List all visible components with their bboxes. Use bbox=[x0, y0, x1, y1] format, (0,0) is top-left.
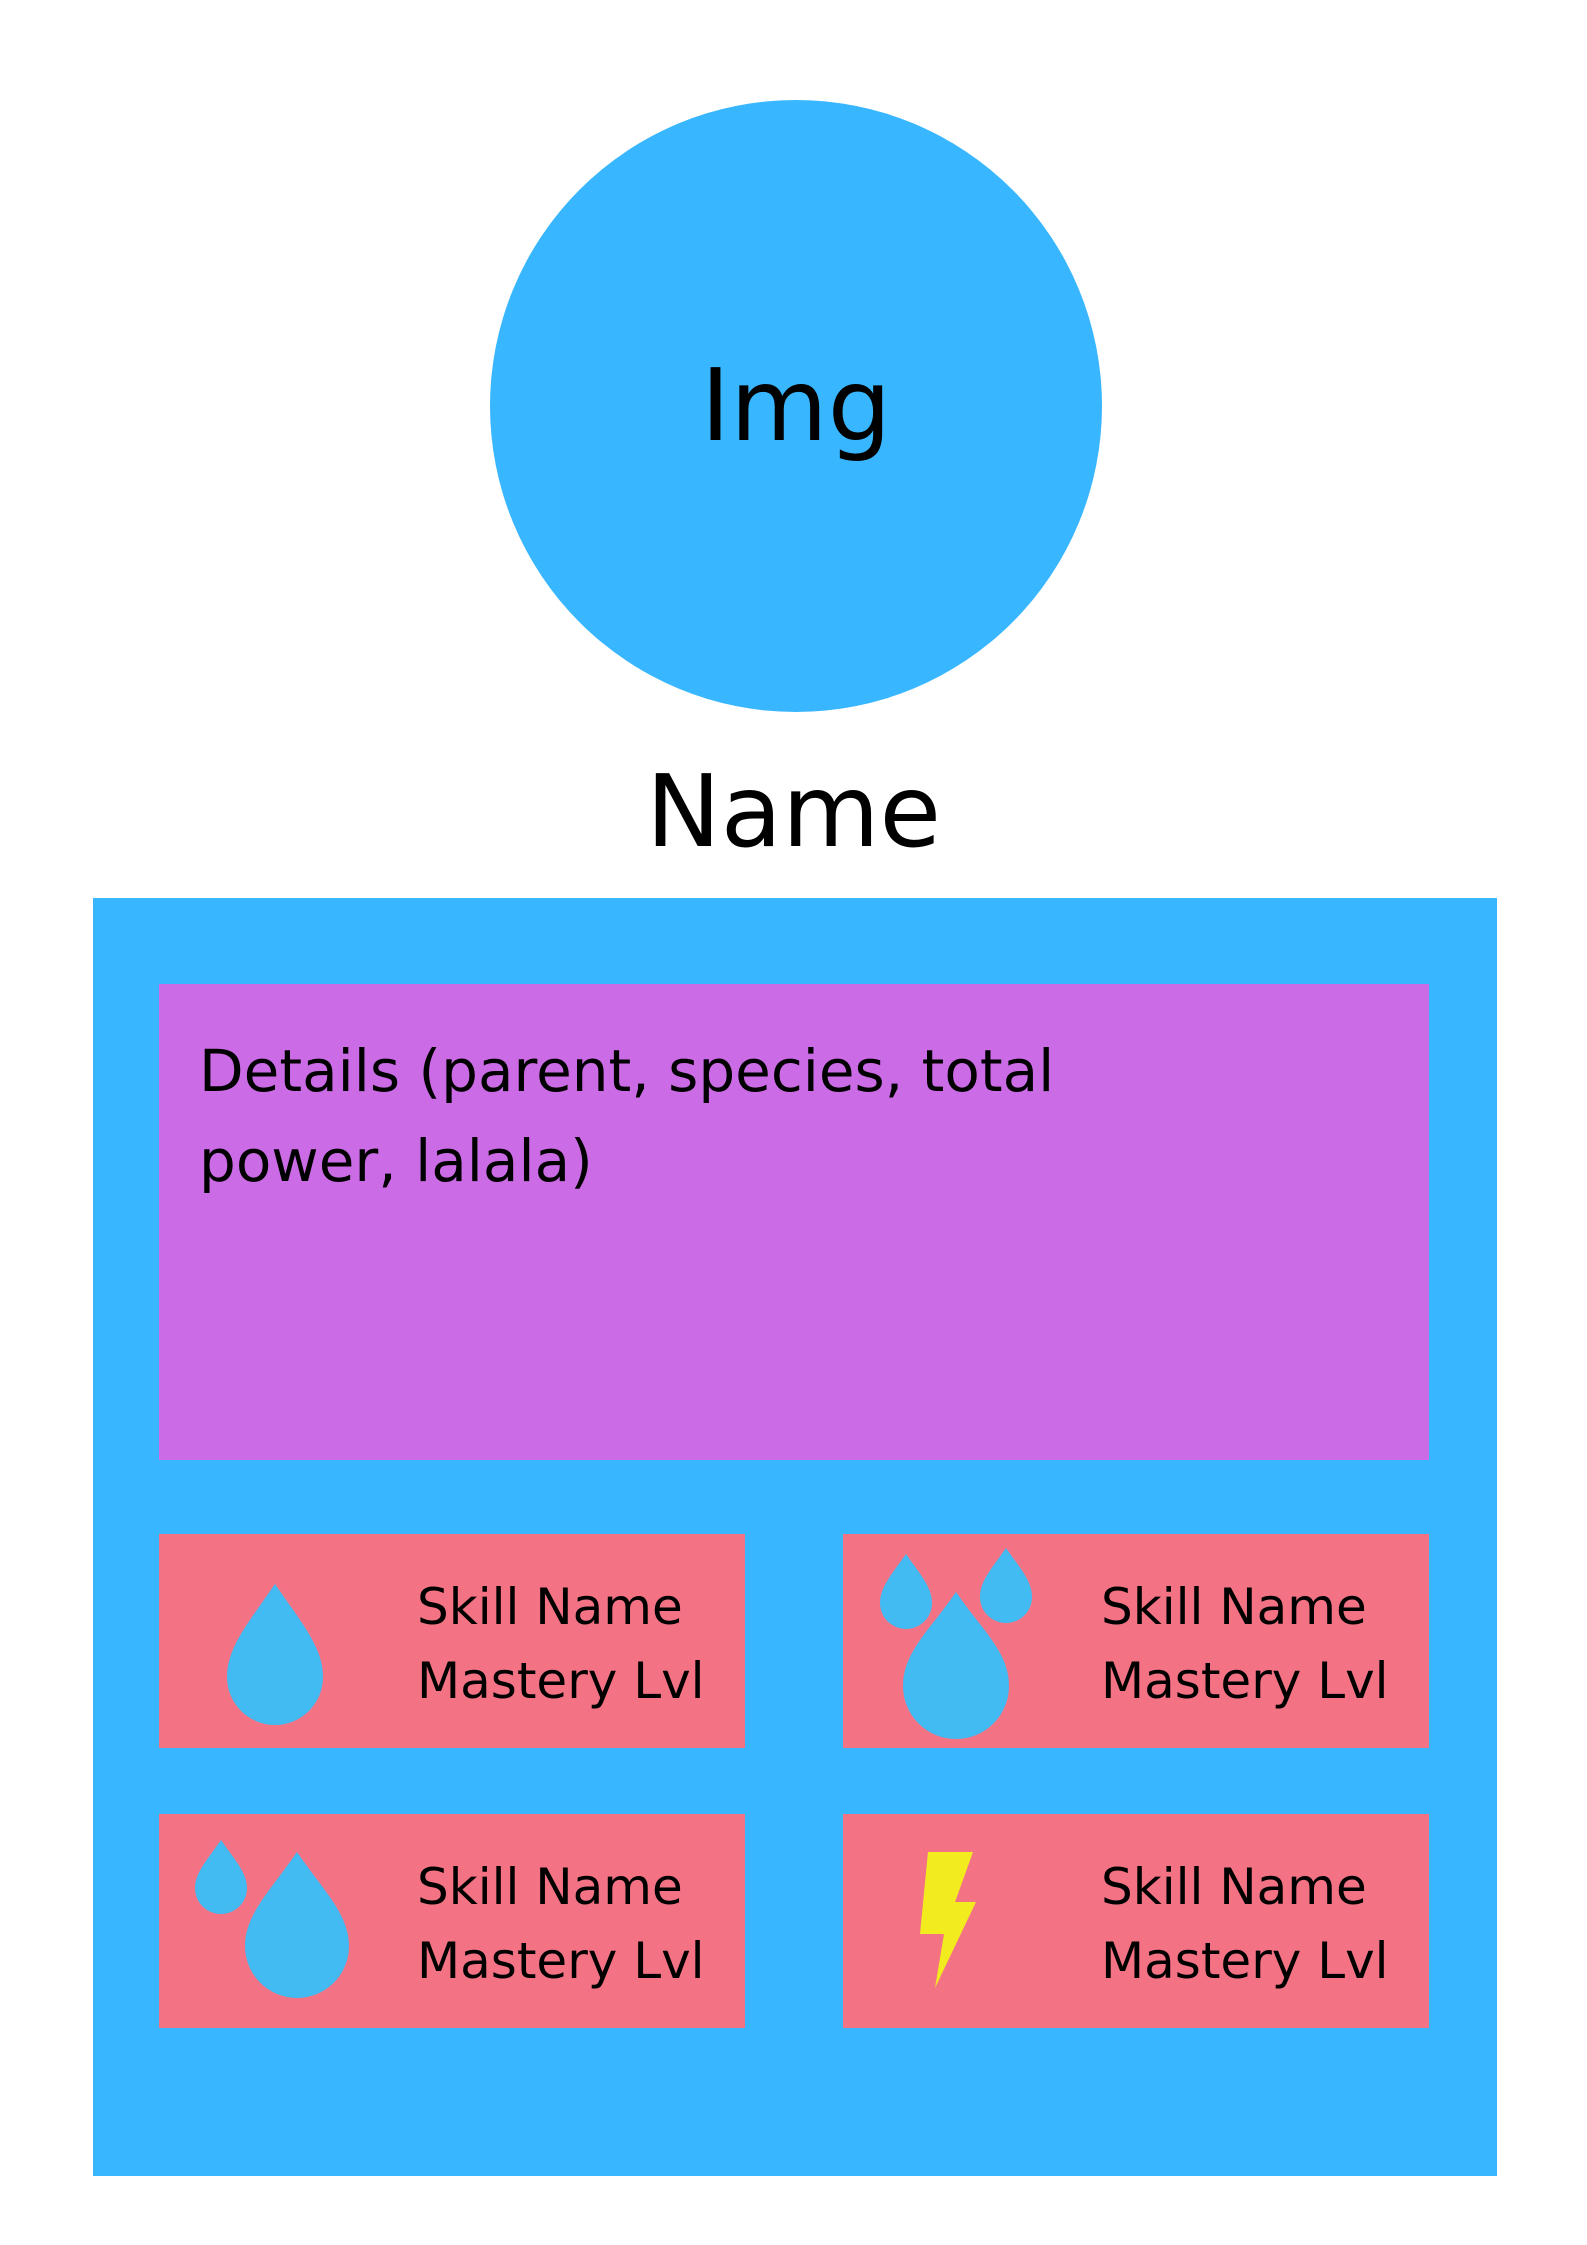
skill-info: Skill Name Mastery Lvl bbox=[1101, 1850, 1389, 1998]
lightning-bolt-icon bbox=[843, 1814, 1063, 2028]
profile-image-label: Img bbox=[700, 347, 892, 464]
skill-card[interactable]: Skill Name Mastery Lvl bbox=[159, 1814, 745, 2028]
skill-card[interactable]: Skill Name Mastery Lvl bbox=[843, 1534, 1429, 1748]
water-drop-icon bbox=[159, 1534, 379, 1748]
details-box: Details (parent, species, total power, l… bbox=[159, 984, 1429, 1460]
skill-mastery: Mastery Lvl bbox=[1101, 1932, 1389, 1990]
skill-info: Skill Name Mastery Lvl bbox=[417, 1570, 705, 1718]
profile-name: Name bbox=[645, 753, 942, 870]
skill-info: Skill Name Mastery Lvl bbox=[1101, 1570, 1389, 1718]
details-text: Details (parent, species, total power, l… bbox=[199, 1037, 1055, 1195]
double-water-drop-icon bbox=[159, 1814, 379, 2028]
skill-card[interactable]: Skill Name Mastery Lvl bbox=[843, 1814, 1429, 2028]
skill-name: Skill Name bbox=[1101, 1578, 1367, 1636]
triple-water-drop-icon bbox=[843, 1534, 1063, 1748]
skill-info: Skill Name Mastery Lvl bbox=[417, 1850, 705, 1998]
skill-mastery: Mastery Lvl bbox=[417, 1932, 705, 1990]
profile-image-placeholder: Img bbox=[490, 100, 1102, 712]
skill-card[interactable]: Skill Name Mastery Lvl bbox=[159, 1534, 745, 1748]
skill-mastery: Mastery Lvl bbox=[417, 1652, 705, 1710]
skill-mastery: Mastery Lvl bbox=[1101, 1652, 1389, 1710]
skill-name: Skill Name bbox=[1101, 1858, 1367, 1916]
skill-name: Skill Name bbox=[417, 1578, 683, 1636]
skill-name: Skill Name bbox=[417, 1858, 683, 1916]
profile-panel: Details (parent, species, total power, l… bbox=[93, 898, 1497, 2176]
